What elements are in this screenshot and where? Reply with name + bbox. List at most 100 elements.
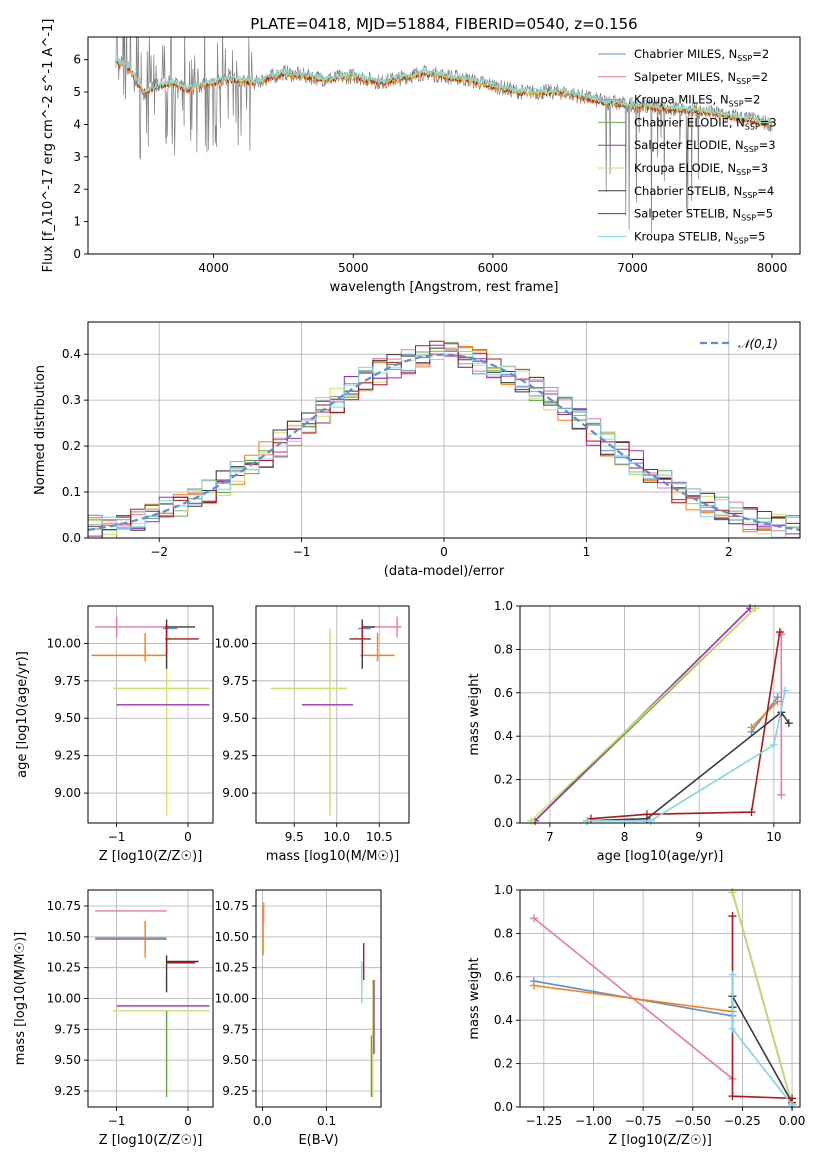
x-tick-label: 10.5 bbox=[366, 830, 393, 844]
mass_vs_Z-panel: −1 0 9.25 9.50 9.75 10.00 10.25 10.50 10.75 Z [lo… bbox=[13, 889, 214, 1148]
y-tick-label: 9.25 bbox=[222, 1084, 249, 1098]
y-tick-label: 1.0 bbox=[494, 883, 513, 897]
spectrum-panel: Chabrier MILES, NSSP=2 Salpeter MILES, NS… bbox=[41, 19, 801, 295]
spectrum-plot-area bbox=[115, 37, 773, 234]
age_vs_mass-panel: 9.5 10.0 10.5 9.00 9.25 9.50 9.75 10.00 mass [lo… bbox=[215, 605, 410, 864]
y-axis-label: Normed distribution bbox=[33, 365, 48, 495]
legend-subscript: SSP bbox=[744, 145, 759, 154]
legend-label: Kroupa STELIB, NSSP=5 bbox=[634, 229, 765, 245]
weight-line-chabrier_stelib bbox=[587, 711, 790, 822]
x-tick-label: 0 bbox=[184, 830, 192, 844]
y-tick-label: 0.6 bbox=[494, 686, 513, 700]
x-tick-label: −0.50 bbox=[674, 1114, 711, 1128]
weight-marker bbox=[728, 970, 737, 979]
y-tick-label: 5 bbox=[73, 85, 81, 99]
weight-line-kroupa_elodie bbox=[530, 607, 756, 822]
y-tick-label: 10.75 bbox=[47, 899, 81, 913]
y-tick-label: 10.25 bbox=[47, 961, 81, 975]
age_vs_Z-panel: −1 0 9.00 9.25 9.50 9.75 10.00 Z [log10(Z/Z☉)] a… bbox=[15, 605, 214, 864]
x-tick-label: −1 bbox=[108, 830, 126, 844]
legend-label: 𝒩(0,1) bbox=[738, 337, 778, 351]
legend-subscript: SSP bbox=[736, 168, 751, 177]
weight-marker bbox=[769, 740, 778, 749]
weight-marker bbox=[784, 719, 793, 728]
y-tick-label: 10.75 bbox=[215, 899, 249, 913]
x-tick-label: 0.0 bbox=[253, 1114, 272, 1128]
y-tick-label: 1 bbox=[73, 215, 81, 229]
legend-value: =3 bbox=[759, 138, 776, 152]
x-axis-label: Z [log10(Z/Z☉)] bbox=[99, 1133, 203, 1148]
x-tick-label: 9.5 bbox=[285, 830, 304, 844]
y-tick-label: 9.50 bbox=[222, 1053, 249, 1067]
y-tick-label: 0.0 bbox=[62, 531, 81, 545]
weight-line-salpeter_stelib bbox=[590, 631, 781, 820]
y-tick-label: 9.50 bbox=[222, 711, 249, 725]
weight-marker bbox=[642, 810, 651, 819]
weight-marker bbox=[773, 697, 782, 706]
x-axis-label: E(B-V) bbox=[298, 1133, 338, 1148]
x-tick-label: −2 bbox=[150, 545, 168, 559]
axes-frame bbox=[519, 889, 801, 1108]
weight-marker bbox=[777, 790, 786, 799]
x-tick-label: 0.00 bbox=[779, 1114, 806, 1128]
weight-line-kroupa_miles bbox=[750, 700, 779, 729]
y-axis-label: mass weight bbox=[467, 957, 482, 1039]
x-tick-label: −0.25 bbox=[724, 1114, 761, 1128]
y-tick-label: 0.8 bbox=[494, 926, 513, 940]
y-axis-label: mass [log10(M/M☉)] bbox=[13, 932, 28, 1065]
weight-marker bbox=[781, 686, 790, 695]
x-tick-label: 5000 bbox=[338, 261, 369, 275]
y-tick-label: 10.00 bbox=[47, 636, 81, 650]
x-tick-label: 1 bbox=[583, 545, 591, 559]
weight-marker bbox=[728, 1024, 737, 1033]
y-tick-label: 9.50 bbox=[54, 1053, 81, 1067]
y-tick-label: 9.25 bbox=[54, 1084, 81, 1098]
weight_vs_age-panel: 7 8 9 10 0.0 0.2 0.4 0.6 0.8 1.0 age [log10(age/yr… bbox=[467, 599, 801, 864]
legend-label: Kroupa ELODIE, NSSP=3 bbox=[634, 161, 768, 177]
y-tick-label: 9.75 bbox=[54, 1022, 81, 1036]
y-axis-label: Flux [f_λ10^-17 erg cm^-2 s^-1 A^-1] bbox=[41, 19, 56, 273]
legend-subscript: SSP bbox=[737, 54, 752, 63]
legend-value: =2 bbox=[752, 47, 769, 61]
legend-subscript: SSP bbox=[742, 191, 757, 200]
weight-marker bbox=[775, 628, 784, 637]
y-tick-label: 0 bbox=[73, 247, 81, 261]
weight-line-chabrier_stelib bbox=[731, 993, 793, 1105]
y-tick-label: 9.75 bbox=[54, 674, 81, 688]
x-tick-label: 8000 bbox=[757, 261, 788, 275]
residuals-panel: 𝒩(0,1) −2 −1 0 1 2 0.0 0.1 0.2 0.3 0.4 (data-model)… bbox=[33, 321, 801, 579]
x-axis-label: age [log10(age/yr)] bbox=[597, 849, 724, 864]
y-tick-label: 10.00 bbox=[215, 636, 249, 650]
legend-value: =3 bbox=[760, 115, 777, 129]
residuals-plot-area bbox=[88, 340, 800, 538]
legend-subscript: SSP bbox=[741, 214, 756, 223]
y-tick-label: 0.2 bbox=[494, 1057, 513, 1071]
x-tick-label: 0.1 bbox=[317, 1114, 336, 1128]
x-tick-label: 4000 bbox=[198, 261, 229, 275]
weight-line-kroupa_miles bbox=[533, 984, 733, 1013]
y-tick-label: 0.4 bbox=[62, 347, 81, 361]
y-tick-label: 10.50 bbox=[47, 930, 81, 944]
weight-marker bbox=[728, 912, 737, 921]
y-tick-label: 10.00 bbox=[215, 992, 249, 1006]
y-tick-label: 0.3 bbox=[62, 393, 81, 407]
y-tick-label: 6 bbox=[73, 53, 81, 67]
y-tick-label: 1.0 bbox=[494, 599, 513, 613]
weight_vs_Z-panel: −1.25 −1.00 −0.75 −0.50 −0.25 0.00 0.0 0.2 0.4 0.… bbox=[467, 883, 805, 1148]
y-tick-label: 9.00 bbox=[54, 786, 81, 800]
legend-subscript: SSP bbox=[729, 100, 744, 109]
y-tick-label: 0.2 bbox=[494, 773, 513, 787]
legend-value: =4 bbox=[757, 184, 774, 198]
legend-label: Chabrier STELIB, NSSP=4 bbox=[634, 184, 774, 200]
x-tick-label: 0 bbox=[184, 1114, 192, 1128]
y-axis-label: mass weight bbox=[467, 673, 482, 755]
y-tick-label: 10.00 bbox=[47, 992, 81, 1006]
legend-value: =2 bbox=[751, 70, 768, 84]
axes-frame bbox=[87, 605, 214, 824]
weight-marker bbox=[728, 1092, 737, 1101]
axes-frame bbox=[255, 605, 410, 824]
legend-label: Salpeter STELIB, NSSP=5 bbox=[634, 207, 773, 223]
y-tick-label: 9.75 bbox=[222, 674, 249, 688]
y-tick-label: 9.25 bbox=[222, 749, 249, 763]
legend-value: =5 bbox=[749, 229, 766, 243]
